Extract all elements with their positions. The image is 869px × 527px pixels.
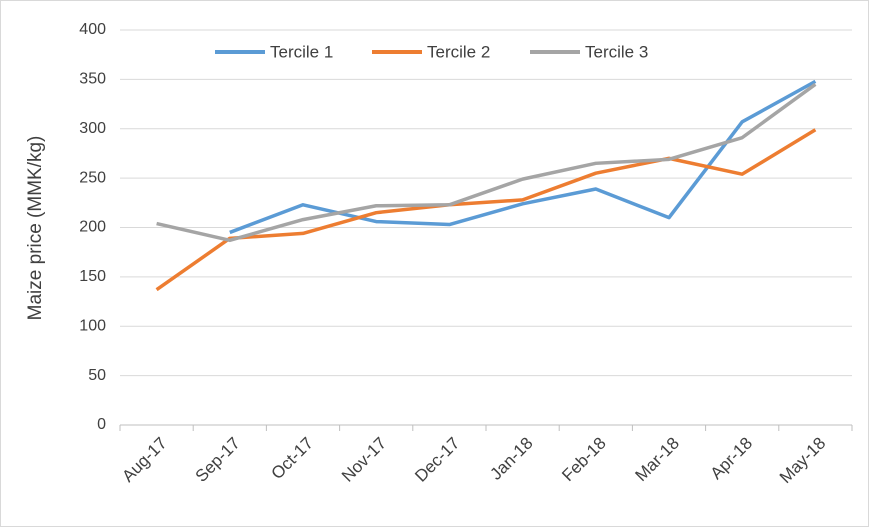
y-tick-label: 300 [79, 120, 106, 137]
y-tick-label: 250 [79, 169, 106, 186]
y-tick-label: 0 [97, 416, 106, 433]
legend-label: Tercile 3 [585, 42, 648, 61]
y-axis-label: Maize price (MMK/kg) [25, 136, 46, 321]
y-tick-label: 50 [88, 367, 106, 384]
y-tick-label: 400 [79, 21, 106, 38]
series-line [229, 79, 817, 235]
y-tick-label: 100 [79, 317, 106, 334]
y-tick-label: 150 [79, 268, 106, 285]
series-line [156, 82, 817, 243]
legend-label: Tercile 2 [427, 42, 490, 61]
legend-label: Tercile 1 [270, 42, 333, 61]
series-line [155, 128, 817, 292]
y-tick-label: 200 [79, 219, 106, 236]
y-tick-label: 350 [79, 71, 106, 88]
